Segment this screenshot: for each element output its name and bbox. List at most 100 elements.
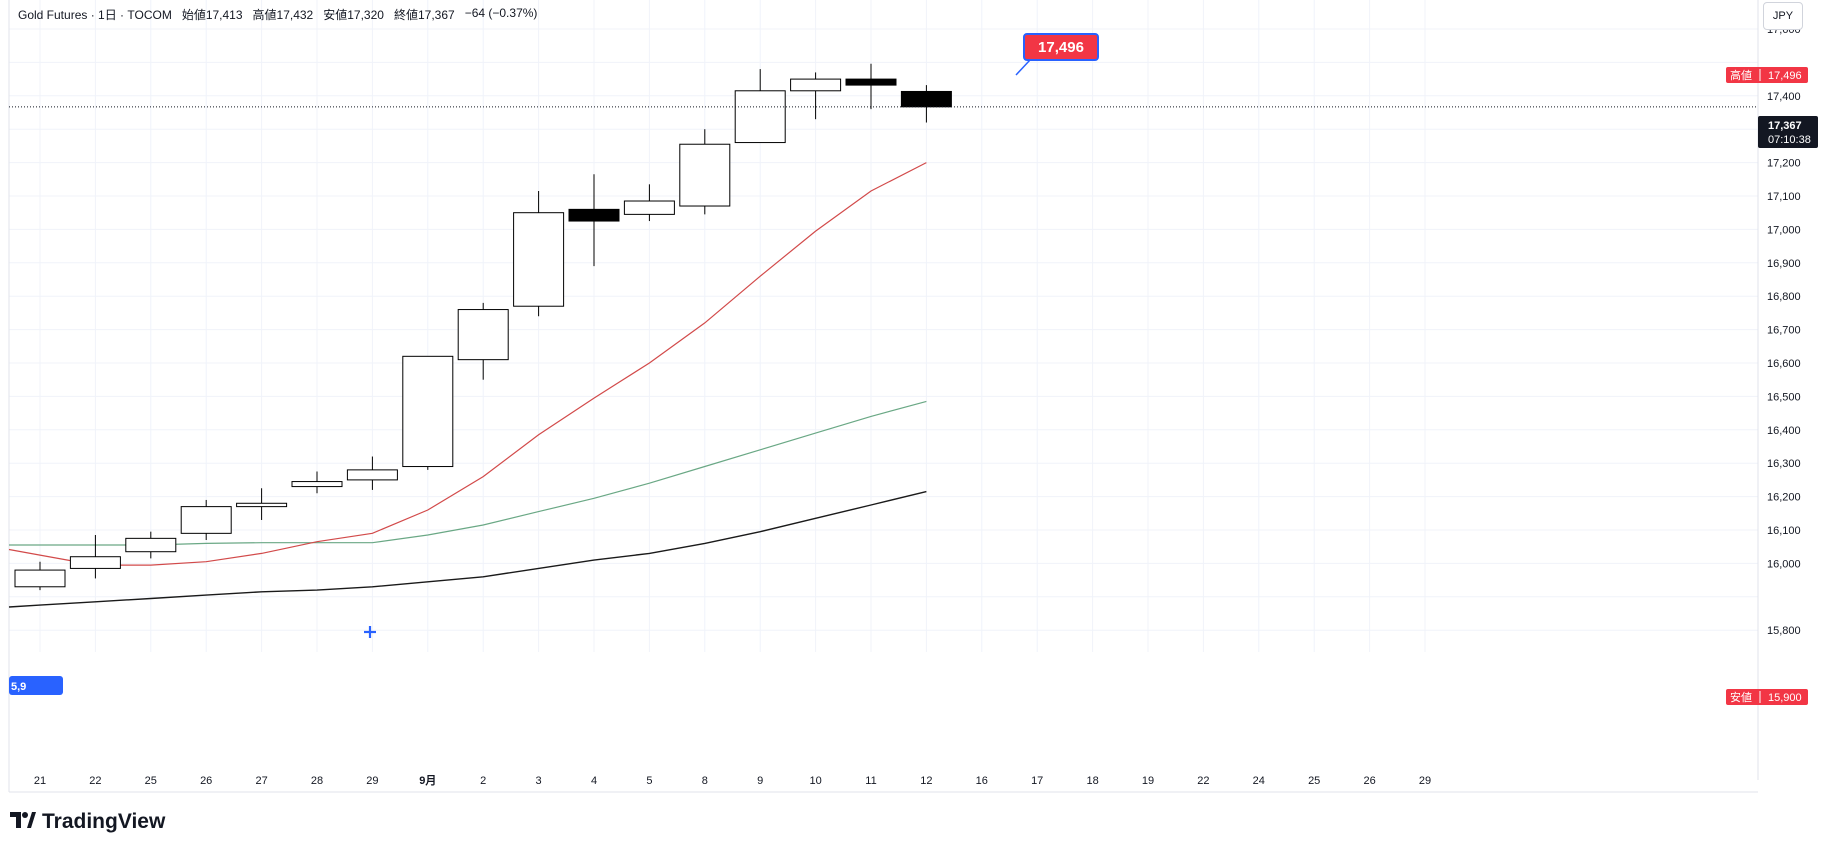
tradingview-logo[interactable]: TradingView <box>10 810 165 834</box>
price-tick-label: 16,400 <box>1767 425 1801 437</box>
brand-name: TradingView <box>42 810 166 833</box>
time-tick-label: 29 <box>1419 775 1431 787</box>
time-tick-label: 4 <box>591 775 597 787</box>
price-tick-label: 16,000 <box>1767 558 1801 570</box>
symbol-header: Gold Futures · 1日 · TOCOM 始値17,413 高値17,… <box>18 6 537 23</box>
time-tick-label: 17 <box>1031 775 1043 787</box>
candle-body <box>900 90 952 108</box>
left-edge-label: 5,9 <box>9 676 63 695</box>
candle[interactable] <box>402 355 454 470</box>
symbol-title[interactable]: Gold Futures · 1日 · TOCOM <box>18 8 172 22</box>
time-tick-label: 22 <box>89 775 101 787</box>
high-value: 高値17,432 <box>252 8 314 22</box>
candle[interactable] <box>346 456 398 490</box>
candle[interactable] <box>623 184 675 222</box>
price-tick-label: 17,400 <box>1767 91 1801 103</box>
time-tick-label: 19 <box>1142 775 1154 787</box>
candle-body <box>125 537 177 553</box>
time-tick-label: 24 <box>1253 775 1265 787</box>
time-tick-label: 8 <box>702 775 708 787</box>
candle[interactable] <box>568 174 620 267</box>
candle[interactable] <box>236 488 288 520</box>
price-tick-label: 17,200 <box>1767 158 1801 170</box>
price-tick-label: 15,800 <box>1767 625 1801 637</box>
svg-text:17,367: 17,367 <box>1768 120 1802 132</box>
high-badge: 高値 17,496 <box>1726 67 1808 83</box>
grid-lines <box>8 0 1759 793</box>
time-tick-label: 9月 <box>419 774 436 787</box>
svg-text:15,900: 15,900 <box>1768 692 1802 704</box>
time-axis[interactable]: 21 22 25 26 27 28 29 9月 2 3 4 5 8 9 10 11 12 16 17 18 19 22 24… <box>34 774 1431 787</box>
candle[interactable] <box>291 471 343 494</box>
candle[interactable] <box>14 561 66 591</box>
price-tick-label: 16,100 <box>1767 525 1801 537</box>
time-tick-label: 21 <box>34 775 46 787</box>
candle[interactable] <box>900 85 952 123</box>
time-tick-label: 10 <box>809 775 821 787</box>
candle-body <box>568 208 620 222</box>
candle-body <box>69 556 121 569</box>
time-tick-label: 25 <box>145 775 157 787</box>
candle[interactable] <box>679 129 731 215</box>
candle[interactable] <box>845 63 897 110</box>
high-callout[interactable]: 17,496 <box>1015 33 1099 76</box>
time-tick-label: 5 <box>646 775 652 787</box>
candle[interactable] <box>125 531 177 559</box>
time-tick-label: 3 <box>536 775 542 787</box>
candle-body <box>513 212 565 307</box>
price-tick-label: 16,900 <box>1767 258 1801 270</box>
candle-body <box>734 90 786 144</box>
time-tick-label: 28 <box>311 775 323 787</box>
price-tick-label: 17,000 <box>1767 224 1801 236</box>
candle-body <box>457 309 509 361</box>
time-tick-label: 16 <box>976 775 988 787</box>
crosshair-marker <box>364 626 376 638</box>
close-value: 終値17,367 <box>393 8 455 22</box>
ma-green-line <box>9 400 927 546</box>
price-tick-label: 16,600 <box>1767 358 1801 370</box>
time-tick-label: 18 <box>1086 775 1098 787</box>
candle[interactable] <box>180 499 232 541</box>
candle[interactable] <box>734 69 786 144</box>
candlestick-series[interactable] <box>14 63 952 591</box>
candle-body <box>236 502 288 508</box>
ma-black-line <box>8 490 927 608</box>
svg-text:安値: 安値 <box>1730 690 1752 704</box>
time-tick-label: 26 <box>200 775 212 787</box>
time-tick-label: 2 <box>480 775 486 787</box>
price-axis[interactable]: 15,800 16,000 16,100 16,200 16,300 16,400 16,5… <box>1767 24 1801 637</box>
candle[interactable] <box>513 190 565 317</box>
price-tick-label: 16,300 <box>1767 458 1801 470</box>
time-tick-label: 9 <box>757 775 763 787</box>
candle[interactable] <box>69 535 121 579</box>
time-tick-label: 27 <box>255 775 267 787</box>
candle-body <box>14 569 66 588</box>
svg-text:高値: 高値 <box>1730 68 1752 82</box>
time-tick-label: 12 <box>920 775 932 787</box>
price-tick-label: 17,100 <box>1767 191 1801 203</box>
price-tick-label: 16,500 <box>1767 391 1801 403</box>
currency-button[interactable]: JPY <box>1763 2 1803 30</box>
svg-text:07:10:38: 07:10:38 <box>1768 134 1811 146</box>
candle[interactable] <box>457 302 509 380</box>
price-tick-label: 16,200 <box>1767 492 1801 504</box>
candle-body <box>291 481 343 488</box>
candle[interactable] <box>790 72 842 120</box>
candle-body <box>845 78 897 86</box>
price-tick-label: 16,700 <box>1767 325 1801 337</box>
time-tick-label: 29 <box>366 775 378 787</box>
open-value: 始値17,413 <box>181 8 243 22</box>
candle-body <box>402 355 454 468</box>
low-value: 安値17,320 <box>323 8 384 22</box>
time-tick-label: 26 <box>1363 775 1375 787</box>
svg-text:5,9: 5,9 <box>11 681 26 693</box>
candle-body <box>679 143 731 207</box>
last-price-badge: 17,367 07:10:38 <box>1758 116 1818 148</box>
candle-body <box>346 469 398 481</box>
svg-text:17,496: 17,496 <box>1768 70 1802 82</box>
candle-body <box>790 78 842 92</box>
ma-red-line <box>8 162 927 566</box>
change-value: −64 (−0.37%) <box>464 6 538 20</box>
svg-text:17,496: 17,496 <box>1038 39 1084 56</box>
